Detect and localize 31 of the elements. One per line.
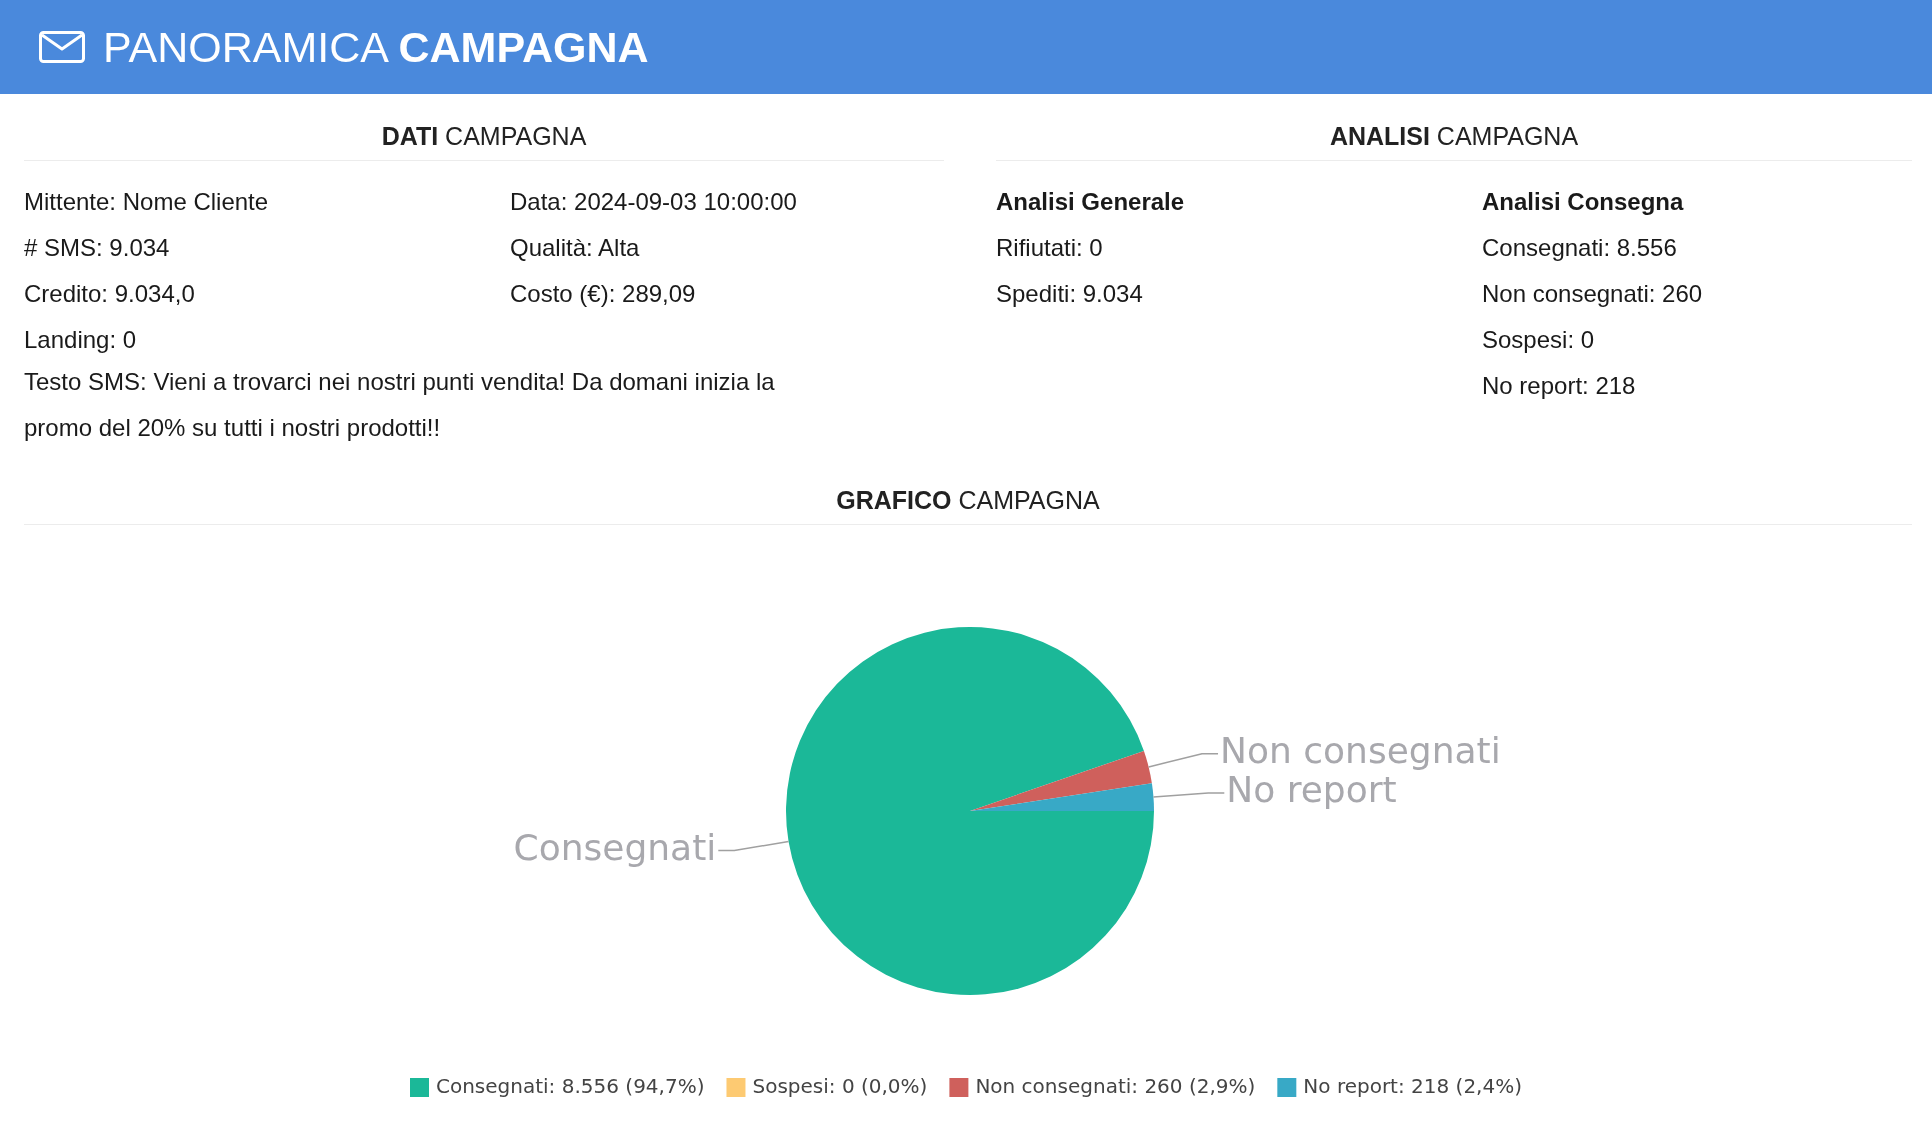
text: Spediti: 9.034 xyxy=(996,279,1144,309)
text: Qualità: Alta xyxy=(510,233,641,263)
legend-label: Consegnati xyxy=(435,1073,549,1098)
text: Sospesi: 0 xyxy=(1482,325,1596,355)
slice-label: Consegnati xyxy=(513,826,717,868)
text: Data: 2024-09-03 10:00:00 xyxy=(510,187,798,217)
data-label: : 218 (2,4%) xyxy=(1397,1073,1523,1098)
text: Landing: 0 xyxy=(24,325,138,355)
legend-label: Non consegnati xyxy=(975,1073,1132,1098)
text: Costo (€): 289,09 xyxy=(510,279,697,309)
data-label: : 8.556 (94,7%) xyxy=(548,1073,705,1098)
text: Non consegnati: 260 xyxy=(1482,279,1704,309)
text: Analisi Generale xyxy=(996,187,1186,217)
data-label: : 260 (2,9%) xyxy=(1131,1073,1256,1098)
text: Rifiutati: 0 xyxy=(996,233,1104,263)
legend-label: No report xyxy=(1303,1073,1399,1098)
text: Consegnati: 8.556 xyxy=(1482,233,1678,263)
slice-label: No report xyxy=(1226,769,1397,811)
text: ANALISI CAMPAGNA xyxy=(1329,122,1579,150)
text: Testo SMS: Vieni a trovarci nei nostri punti vendita! Da domani inizia la promo del 20% su tutti i nostri prodotti!! xyxy=(24,367,776,443)
slice-label: Non consegnati xyxy=(1220,730,1501,772)
text: Credito: 9.034,0 xyxy=(24,279,196,309)
text: Analisi Consegna xyxy=(1482,187,1685,217)
text: DATI CAMPAGNA xyxy=(381,122,587,150)
text: Mittente: Nome Cliente xyxy=(24,187,270,217)
text: No report: 218 xyxy=(1482,371,1637,401)
chart-title: GRAFICO CAMPAGNA xyxy=(836,486,1100,514)
legend-label: Sospesi xyxy=(752,1073,829,1098)
text: : 0 (0,0%) xyxy=(828,1073,928,1098)
text: # SMS: 9.034 xyxy=(24,233,171,263)
text: PANORAMICA CAMPAGNA xyxy=(103,23,649,71)
